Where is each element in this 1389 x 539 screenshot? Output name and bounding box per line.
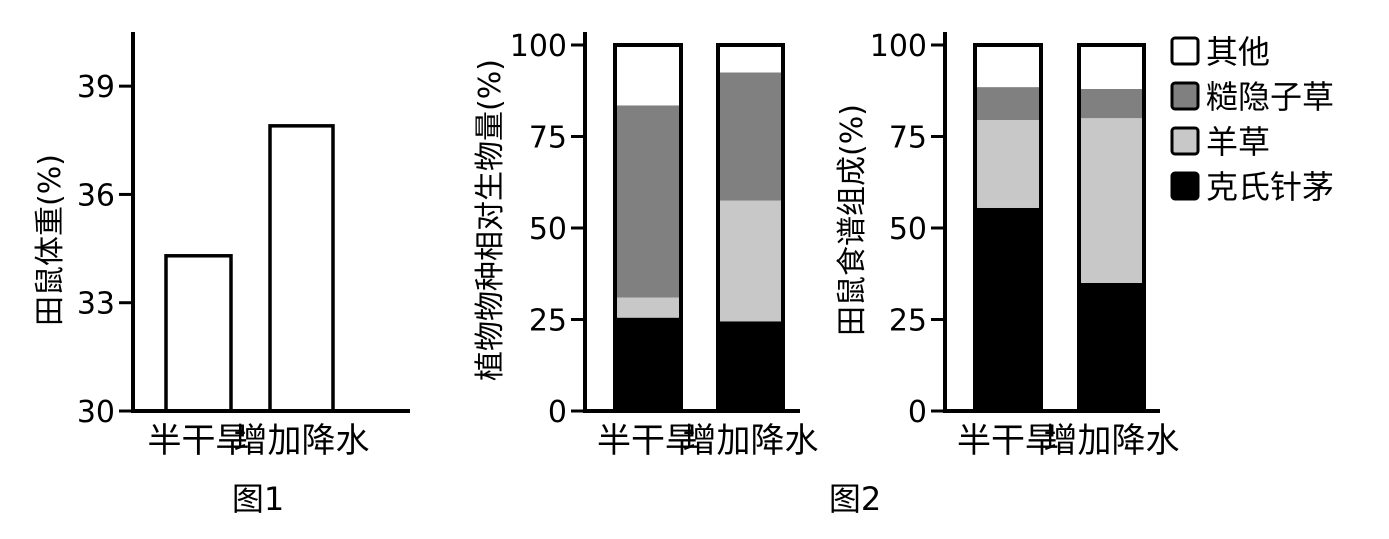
bar-segment-2-3 [1079,88,1144,119]
y-tick-label-2: 25 [529,304,567,339]
figure-label-2: 图2 [829,480,881,518]
y-tick-label-4: 75 [529,121,567,156]
bar-segment-1-2 [615,297,681,318]
y-tick-label-5: 100 [870,29,927,64]
y-tick-label-2: 33 [77,287,115,322]
category-label-1: 半干旱 [148,421,250,461]
bar-segment-1-4 [975,45,1041,88]
legend-label-2: 糙隐子草 [1206,78,1334,116]
bar-segment-1-3 [975,87,1041,121]
bar-segment-2-2 [718,200,783,322]
y-tick-label-1: 0 [908,395,927,430]
legend-swatch-3 [1170,126,1200,156]
y-axis-label: 田鼠体重(%) [33,154,68,326]
category-label-1: 半干旱 [957,421,1059,461]
bar-segment-1-3 [615,105,681,298]
y-tick-label-1: 30 [77,395,115,430]
y-tick-label-4: 75 [889,121,927,156]
y-tick-label-5: 100 [510,29,567,64]
bar-1 [164,254,233,413]
y-tick-label-3: 36 [77,178,115,213]
y-axis-label: 田鼠食谱组成(%) [835,104,870,336]
y-tick-label-3: 50 [529,212,567,247]
legend-swatch-1 [1170,36,1200,66]
y-tick-label-1: 0 [548,395,567,430]
bar-segment-1-1 [615,317,681,411]
category-label-2: 增加降水 [1044,421,1180,461]
category-label-1: 半干旱 [597,421,699,461]
y-tick-label-4: 39 [77,70,115,105]
bar-segment-2-4 [718,45,783,73]
category-label-2: 增加降水 [683,421,819,461]
bar-segment-1-1 [975,207,1041,411]
bar-segment-2-2 [1079,118,1144,283]
bar-segment-2-3 [718,72,783,201]
legend-swatch-4 [1170,171,1200,201]
legend-label-1: 其他 [1206,33,1270,71]
y-tick-label-3: 50 [889,212,927,247]
bar-segment-1-2 [975,120,1041,208]
bar-2 [268,124,335,413]
figure-label-1: 图1 [232,480,284,518]
bar-segment-1-4 [615,45,681,106]
legend-label-4: 克氏针茅 [1206,168,1334,206]
bar-segment-2-4 [1079,45,1144,89]
y-tick-label-2: 25 [889,304,927,339]
category-label-2: 增加降水 [234,421,370,461]
legend-swatch-2 [1170,81,1200,111]
legend-label-3: 羊草 [1206,123,1270,161]
y-axis-label: 植物物种相对生物量(%) [473,59,508,381]
bar-segment-2-1 [1079,282,1144,411]
bar-segment-2-1 [718,321,783,411]
